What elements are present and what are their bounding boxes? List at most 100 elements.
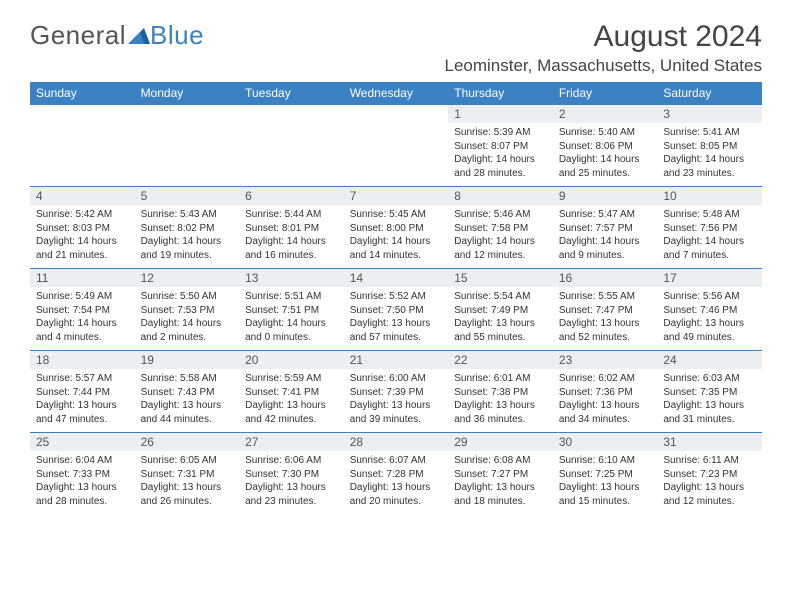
sunrise-line: Sunrise: 5:42 AM [36, 208, 129, 222]
sunrise-line: Sunrise: 6:10 AM [559, 454, 652, 468]
sunrise-line: Sunrise: 5:58 AM [141, 372, 234, 386]
day-number-cell: 20 [239, 351, 344, 370]
sunrise-line: Sunrise: 5:55 AM [559, 290, 652, 304]
weekday-header-row: SundayMondayTuesdayWednesdayThursdayFrid… [30, 82, 762, 105]
day-number-cell: 4 [30, 187, 135, 206]
daylight-line: Daylight: 13 hours and 23 minutes. [245, 481, 338, 508]
day-data-cell [30, 123, 135, 187]
day-number-cell: 27 [239, 433, 344, 452]
calendar-head: SundayMondayTuesdayWednesdayThursdayFrid… [30, 82, 762, 105]
day-number: 18 [36, 353, 49, 367]
day-number-row: 18192021222324 [30, 351, 762, 370]
sunrise-line: Sunrise: 5:56 AM [663, 290, 756, 304]
sunrise-line: Sunrise: 5:51 AM [245, 290, 338, 304]
calendar-page: General Blue August 2024 Leominster, Mas… [0, 0, 792, 524]
daylight-line: Daylight: 13 hours and 57 minutes. [350, 317, 443, 344]
day-number: 29 [454, 435, 467, 449]
daylight-line: Daylight: 14 hours and 19 minutes. [141, 235, 234, 262]
daylight-line: Daylight: 13 hours and 26 minutes. [141, 481, 234, 508]
day-number-cell: 7 [344, 187, 449, 206]
daylight-line: Daylight: 13 hours and 49 minutes. [663, 317, 756, 344]
sunset-line: Sunset: 7:53 PM [141, 304, 234, 318]
day-number-cell: 23 [553, 351, 658, 370]
day-number-cell: 10 [657, 187, 762, 206]
day-number: 6 [245, 189, 252, 203]
sunset-line: Sunset: 8:05 PM [663, 140, 756, 154]
daylight-line: Daylight: 14 hours and 9 minutes. [559, 235, 652, 262]
sunrise-line: Sunrise: 6:06 AM [245, 454, 338, 468]
sunrise-line: Sunrise: 6:08 AM [454, 454, 547, 468]
day-number-cell [135, 105, 240, 124]
sunrise-line: Sunrise: 5:45 AM [350, 208, 443, 222]
day-number: 16 [559, 271, 572, 285]
sunrise-line: Sunrise: 5:49 AM [36, 290, 129, 304]
sunset-line: Sunset: 7:33 PM [36, 468, 129, 482]
sunset-line: Sunset: 7:39 PM [350, 386, 443, 400]
location-subtitle: Leominster, Massachusetts, United States [445, 56, 763, 76]
weekday-header: Wednesday [344, 82, 449, 105]
day-data-cell: Sunrise: 5:42 AMSunset: 8:03 PMDaylight:… [30, 205, 135, 269]
sunrise-line: Sunrise: 6:02 AM [559, 372, 652, 386]
day-number-cell [344, 105, 449, 124]
day-number-row: 11121314151617 [30, 269, 762, 288]
sunrise-line: Sunrise: 6:01 AM [454, 372, 547, 386]
day-number: 8 [454, 189, 461, 203]
day-number: 25 [36, 435, 49, 449]
day-data-row: Sunrise: 5:49 AMSunset: 7:54 PMDaylight:… [30, 287, 762, 351]
sunrise-line: Sunrise: 6:00 AM [350, 372, 443, 386]
day-number: 24 [663, 353, 676, 367]
day-number: 19 [141, 353, 154, 367]
day-number: 7 [350, 189, 357, 203]
day-data-cell: Sunrise: 5:56 AMSunset: 7:46 PMDaylight:… [657, 287, 762, 351]
day-data-row: Sunrise: 5:42 AMSunset: 8:03 PMDaylight:… [30, 205, 762, 269]
day-number-cell: 6 [239, 187, 344, 206]
day-data-cell: Sunrise: 5:52 AMSunset: 7:50 PMDaylight:… [344, 287, 449, 351]
day-number-cell: 31 [657, 433, 762, 452]
daylight-line: Daylight: 14 hours and 4 minutes. [36, 317, 129, 344]
day-number: 11 [36, 271, 48, 285]
sunrise-line: Sunrise: 6:07 AM [350, 454, 443, 468]
day-data-cell: Sunrise: 5:58 AMSunset: 7:43 PMDaylight:… [135, 369, 240, 433]
month-title: August 2024 [445, 20, 763, 54]
sunrise-line: Sunrise: 5:50 AM [141, 290, 234, 304]
day-number-row: 123 [30, 105, 762, 124]
sunset-line: Sunset: 8:06 PM [559, 140, 652, 154]
daylight-line: Daylight: 13 hours and 42 minutes. [245, 399, 338, 426]
weekday-header: Sunday [30, 82, 135, 105]
sunset-line: Sunset: 7:27 PM [454, 468, 547, 482]
sunset-line: Sunset: 7:49 PM [454, 304, 547, 318]
day-data-row: Sunrise: 6:04 AMSunset: 7:33 PMDaylight:… [30, 451, 762, 514]
day-data-cell: Sunrise: 5:47 AMSunset: 7:57 PMDaylight:… [553, 205, 658, 269]
day-number-row: 45 6 7 8 9 10 [30, 187, 762, 206]
sunset-line: Sunset: 7:35 PM [663, 386, 756, 400]
sunset-line: Sunset: 7:25 PM [559, 468, 652, 482]
daylight-line: Daylight: 13 hours and 36 minutes. [454, 399, 547, 426]
daylight-line: Daylight: 13 hours and 15 minutes. [559, 481, 652, 508]
day-number-cell: 8 [448, 187, 553, 206]
day-data-cell: Sunrise: 5:48 AMSunset: 7:56 PMDaylight:… [657, 205, 762, 269]
sunrise-line: Sunrise: 5:54 AM [454, 290, 547, 304]
day-data-cell [344, 123, 449, 187]
day-data-cell: Sunrise: 6:04 AMSunset: 7:33 PMDaylight:… [30, 451, 135, 514]
day-data-cell: Sunrise: 5:55 AMSunset: 7:47 PMDaylight:… [553, 287, 658, 351]
day-number-cell: 26 [135, 433, 240, 452]
daylight-line: Daylight: 13 hours and 31 minutes. [663, 399, 756, 426]
logo-text-1: General [30, 20, 126, 51]
day-number: 20 [245, 353, 258, 367]
day-data-cell: Sunrise: 6:05 AMSunset: 7:31 PMDaylight:… [135, 451, 240, 514]
day-data-cell: Sunrise: 5:57 AMSunset: 7:44 PMDaylight:… [30, 369, 135, 433]
sunset-line: Sunset: 7:30 PM [245, 468, 338, 482]
page-header: General Blue August 2024 Leominster, Mas… [30, 20, 762, 76]
day-number: 5 [141, 189, 148, 203]
day-number: 3 [663, 107, 670, 121]
day-number: 9 [559, 189, 566, 203]
day-number-cell: 13 [239, 269, 344, 288]
day-data-cell: Sunrise: 5:45 AMSunset: 8:00 PMDaylight:… [344, 205, 449, 269]
sunrise-line: Sunrise: 5:47 AM [559, 208, 652, 222]
daylight-line: Daylight: 14 hours and 23 minutes. [663, 153, 756, 180]
day-number: 1 [454, 107, 461, 121]
daylight-line: Daylight: 13 hours and 12 minutes. [663, 481, 756, 508]
daylight-line: Daylight: 14 hours and 14 minutes. [350, 235, 443, 262]
day-data-cell: Sunrise: 5:49 AMSunset: 7:54 PMDaylight:… [30, 287, 135, 351]
daylight-line: Daylight: 14 hours and 0 minutes. [245, 317, 338, 344]
